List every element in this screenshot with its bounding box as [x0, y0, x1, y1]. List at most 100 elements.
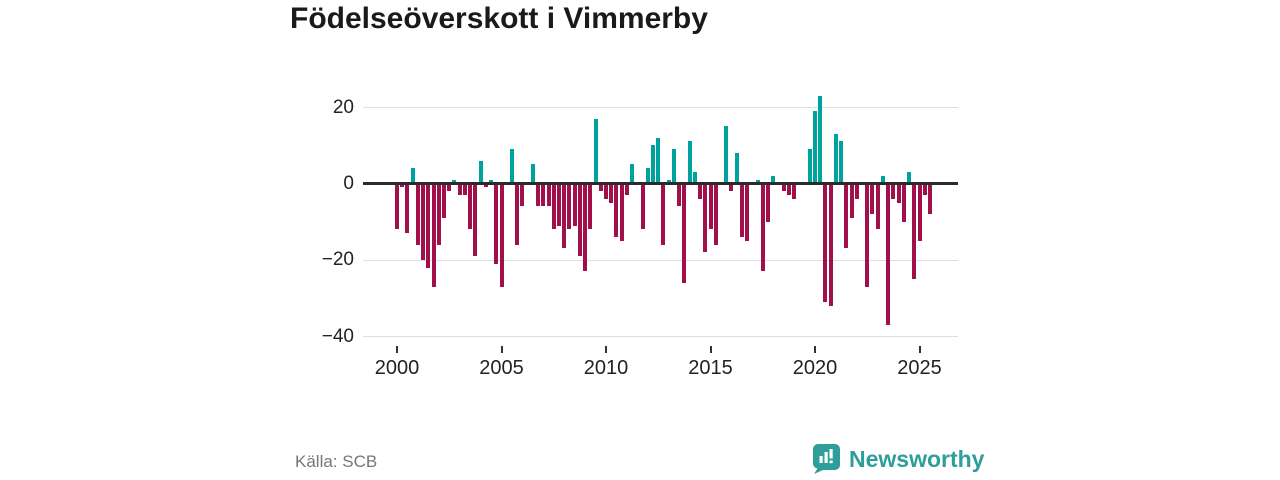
newsworthy-logo-icon: [812, 443, 841, 474]
bar-positive: [813, 110, 817, 184]
bar-negative: [792, 183, 797, 199]
bar-positive: [818, 95, 823, 184]
bar-positive: [452, 179, 457, 184]
bar-positive: [907, 172, 912, 184]
bar-negative: [661, 183, 666, 245]
bar-negative: [713, 183, 718, 245]
bar-negative: [421, 183, 426, 260]
bar-negative: [828, 183, 833, 306]
bar-negative: [917, 183, 922, 241]
bar-negative: [765, 183, 770, 222]
bar-negative: [896, 183, 901, 203]
x-axis-tick-mark: [396, 346, 398, 353]
bar-negative: [745, 183, 750, 241]
bar-positive: [839, 141, 844, 184]
bar-positive: [410, 168, 415, 184]
bar-negative: [415, 183, 420, 245]
bar-negative: [708, 183, 713, 230]
bar-negative: [462, 183, 467, 195]
bar-negative: [431, 183, 436, 287]
bar-negative: [854, 183, 859, 199]
bar-negative: [494, 183, 499, 264]
bar-negative: [760, 183, 765, 272]
x-axis-tick-mark: [605, 346, 607, 353]
x-axis-tick-mark: [918, 346, 921, 353]
bar-negative: [886, 183, 891, 325]
bar-positive: [734, 152, 739, 184]
bar-negative: [891, 183, 896, 199]
bar-negative: [541, 183, 546, 207]
bar-positive: [489, 179, 494, 184]
bar-negative: [844, 183, 849, 249]
bar-negative: [598, 183, 603, 192]
gridline: [363, 259, 958, 261]
bar-negative: [567, 183, 572, 230]
bar-positive: [530, 164, 535, 184]
plot-area: 20 0 −20 −40 2000 2005 2010 2015 2020 2025: [321, 95, 958, 379]
x-axis-tick-label: 2015: [688, 357, 733, 379]
bar-negative: [698, 183, 703, 199]
bar-positive: [645, 168, 650, 184]
zero-axis-line: [363, 182, 958, 185]
bar-negative: [870, 183, 875, 215]
bar-negative: [405, 183, 410, 234]
source-label: Källa: SCB: [295, 452, 378, 471]
bar-negative: [604, 183, 608, 199]
bar-negative: [572, 183, 577, 226]
brand-lockup: Newsworthy: [812, 443, 984, 474]
x-axis-tick-label: 2010: [583, 357, 629, 379]
bar-negative: [865, 183, 870, 287]
bar-negative: [875, 183, 880, 230]
bar-negative: [473, 183, 478, 257]
x-axis-tick-label: 2005: [479, 357, 524, 379]
bar-negative: [483, 183, 488, 188]
bar-positive: [630, 164, 635, 184]
bar-positive: [671, 149, 676, 184]
x-axis-tick-label: 2020: [792, 357, 838, 379]
bar-positive: [807, 149, 812, 184]
bar-negative: [583, 183, 588, 272]
bar-negative: [468, 183, 473, 230]
bar-positive: [593, 118, 598, 184]
y-axis-tick-label: 0: [343, 173, 354, 194]
bar-negative: [551, 183, 556, 230]
bar-negative: [849, 183, 854, 218]
y-axis-tick-label: 20: [332, 96, 354, 118]
bar-negative: [912, 183, 917, 279]
bar-positive: [478, 160, 483, 184]
bar-positive: [509, 149, 514, 184]
bar-negative: [781, 183, 786, 192]
x-axis-tick-mark: [709, 346, 712, 353]
bar-negative: [562, 183, 567, 249]
bar-negative: [556, 183, 561, 226]
bar-negative: [682, 183, 687, 283]
bar-positive: [880, 175, 885, 184]
bar-negative: [901, 183, 906, 222]
bar-positive: [724, 126, 729, 184]
bar-negative: [442, 183, 447, 218]
bar-negative: [823, 183, 828, 302]
bar-positive: [651, 145, 656, 184]
bar-negative: [395, 183, 399, 230]
bar-positive: [692, 172, 697, 184]
bar-negative: [520, 183, 525, 207]
bar-negative: [536, 183, 541, 207]
y-axis-tick-label: −40: [321, 325, 354, 347]
bar-negative: [619, 183, 624, 241]
bar-negative: [640, 183, 645, 230]
bar-negative: [677, 183, 682, 207]
gridline: [363, 107, 958, 109]
bar-negative: [739, 183, 744, 237]
bar-negative: [457, 183, 462, 195]
bar-negative: [577, 183, 582, 257]
x-axis-tick-mark: [814, 346, 816, 353]
bar-positive: [833, 133, 838, 184]
bar-negative: [588, 183, 593, 230]
bar-positive: [755, 179, 760, 184]
bar-negative: [447, 183, 452, 192]
gridline: [363, 336, 958, 338]
bar-negative: [786, 183, 791, 195]
bar-negative: [703, 183, 708, 253]
bar-positive: [771, 175, 776, 184]
